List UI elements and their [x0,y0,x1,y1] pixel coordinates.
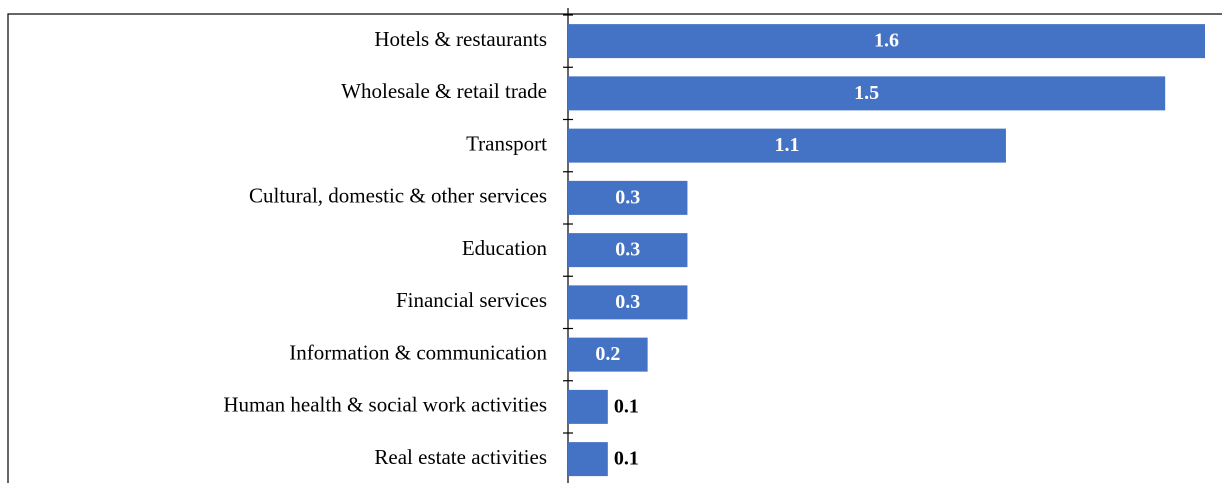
data-label: 0.3 [615,239,640,261]
category-label: Education [462,236,548,260]
bar [568,76,1166,111]
bar [568,128,1006,163]
data-label: 0.3 [615,186,640,208]
data-label: 1.6 [874,30,899,52]
bar [568,389,608,424]
bar [568,233,688,268]
category-label: Information & communication [289,340,547,364]
category-label: Financial services [396,288,547,312]
bar [568,285,688,320]
data-label: 0.1 [614,448,639,470]
data-label: 0.2 [595,343,620,365]
bar [568,180,688,215]
data-label: 1.1 [774,134,799,156]
chart-frame [7,13,1222,488]
bar [568,442,608,477]
category-label: Real estate activities [374,445,547,469]
data-label: 0.3 [615,291,640,313]
bar [568,24,1205,59]
data-label: 1.5 [854,82,879,104]
data-label: 0.1 [614,395,639,417]
category-label: Cultural, domestic & other services [249,184,547,208]
category-label: Human health & social work activities [223,393,547,417]
category-label: Hotels & restaurants [374,27,547,51]
category-label: Wholesale & retail trade [341,79,547,103]
bar [568,337,648,372]
category-label: Transport [466,131,547,155]
